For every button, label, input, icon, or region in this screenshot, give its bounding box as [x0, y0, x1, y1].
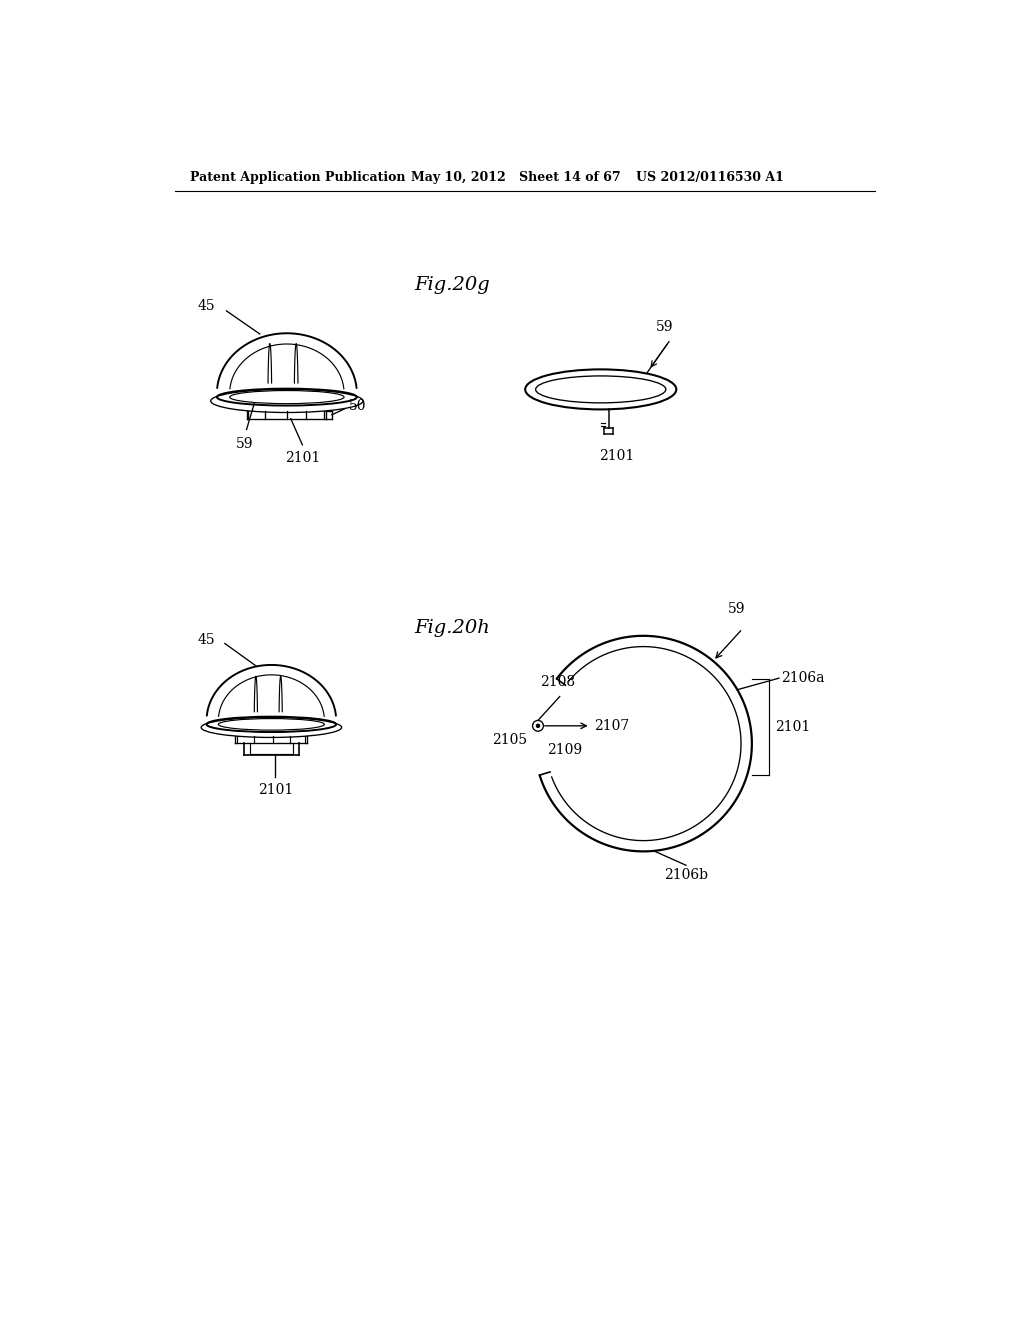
Text: 45: 45 — [198, 632, 216, 647]
Circle shape — [537, 725, 540, 727]
Text: US 2012/0116530 A1: US 2012/0116530 A1 — [636, 172, 783, 185]
Text: 59: 59 — [728, 602, 745, 616]
Text: 2101: 2101 — [285, 451, 319, 465]
Text: 2106a: 2106a — [781, 671, 824, 685]
Text: May 10, 2012: May 10, 2012 — [411, 172, 506, 185]
Text: 2108: 2108 — [540, 675, 574, 689]
Text: 50: 50 — [349, 400, 367, 413]
Text: Sheet 14 of 67: Sheet 14 of 67 — [519, 172, 621, 185]
Text: 2106b: 2106b — [664, 869, 708, 882]
Text: 2107: 2107 — [594, 719, 629, 733]
Text: Fig.20g: Fig.20g — [415, 276, 490, 294]
Text: Fig.20h: Fig.20h — [415, 619, 490, 638]
Text: 2105: 2105 — [493, 733, 527, 747]
Text: 2109: 2109 — [547, 743, 583, 756]
Text: 2101: 2101 — [775, 719, 810, 734]
Text: 45: 45 — [198, 300, 216, 313]
Text: Patent Application Publication: Patent Application Publication — [190, 172, 406, 185]
Text: 59: 59 — [236, 437, 253, 451]
Text: 59: 59 — [655, 319, 673, 334]
Text: 2101: 2101 — [258, 783, 293, 797]
Text: 2101: 2101 — [599, 449, 634, 463]
